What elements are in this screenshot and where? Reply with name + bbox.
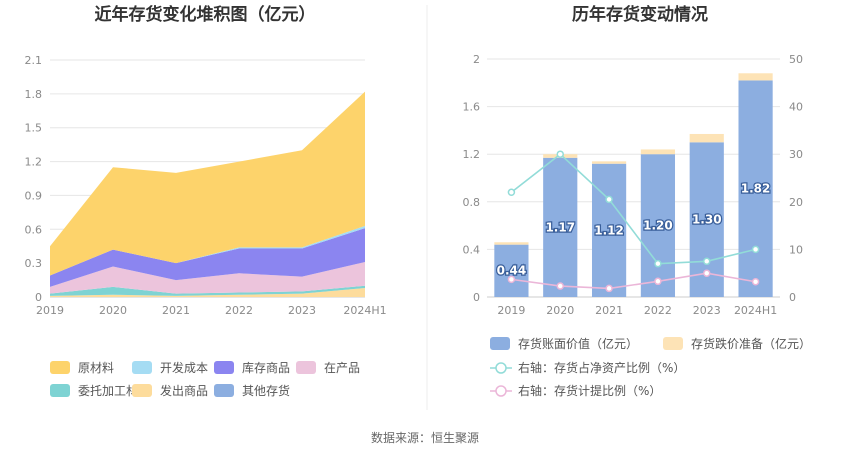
legend-label: 其他存货 [242,383,290,398]
bar-data-label: 1.20 [643,219,673,233]
bar-provision [689,133,724,143]
y-tick-label: 0.3 [25,257,43,270]
y-tick-label: 1.5 [25,122,43,135]
bar-book-value [543,157,578,297]
legend-swatch [132,361,152,374]
right-chart-title: 历年存货变动情况 [572,4,708,25]
bar-data-label: 1.12 [594,223,624,237]
x-tick-label: 2022 [644,304,672,317]
x-tick-label: 2020 [99,304,127,317]
x-tick-label: 2022 [225,304,253,317]
y-tick-label: 1.6 [463,101,481,114]
x-tick-label: 2021 [595,304,623,317]
y-tick-label: 0.9 [25,189,43,202]
line-point [605,284,613,293]
line-point [703,257,711,266]
legend-swatch [50,361,70,374]
line-point [751,278,760,286]
y-tick-label: 0.8 [463,196,481,209]
legend-label: 开发成本 [160,360,208,375]
area-series [50,285,365,296]
line-point [703,269,711,277]
y-tick-label: 0.6 [25,223,43,236]
bar-provision [591,161,627,164]
x-tick-label: 2023 [288,304,316,317]
line-point [654,277,662,286]
line-point [556,150,564,158]
line-series [511,272,756,290]
line-series [510,153,756,265]
bar-book-value [591,163,627,297]
bar-book-value [494,244,529,297]
legend-label: 发出商品 [160,383,208,398]
data-source: 数据来源：恒生聚源 [370,431,479,445]
x-tick-label: 2024H1 [343,304,386,317]
y-tick-label: 0 [473,291,480,304]
y-tick-label: 0 [35,291,42,304]
y-tick-label: 0.4 [463,243,481,256]
x-tick-label: 2024H1 [734,304,777,317]
y-tick-label: 1.8 [25,88,43,101]
area-series [50,287,365,297]
bar-book-value [640,154,676,297]
y2-tick-label: 40 [789,101,803,114]
legend-label: 原材料 [78,361,114,375]
x-tick-label: 2019 [497,304,525,317]
legend-label: 存货账面价值（亿元） [518,336,638,351]
area-series [50,228,365,287]
chart-canvas: 近年存货变化堆积图（亿元） 历年存货变动情况 0 0.3 0.6 0.9 1.2 1.5 1… [25,4,811,410]
x-tick-label: 2020 [546,304,574,317]
legend-swatch [490,337,510,350]
x-tick-label: 2021 [162,304,190,317]
legend-marker [495,362,507,374]
legend-marker [495,385,507,397]
legend-label: 右轴：存货计提比例（%） [518,383,661,398]
line-point [751,245,760,254]
line-point [556,282,564,290]
area-series [50,91,365,276]
bar-provision [640,149,676,155]
line-point [507,188,516,197]
y-tick-label: 2.1 [25,54,43,67]
y2-tick-label: 20 [789,196,803,209]
bar-data-label: 1.17 [545,220,575,234]
line-point [507,275,516,284]
line-point [654,259,662,268]
bar-data-label: 0.44 [497,264,527,278]
left-chart-title: 近年存货变化堆积图（亿元） [95,4,316,25]
legend-label: 在产品 [324,361,360,375]
y2-tick-label: 10 [789,243,803,256]
x-tick-label: 2023 [693,304,721,317]
legend-swatch [296,361,316,374]
legend-label: 库存商品 [242,360,290,375]
legend-swatch [132,384,152,397]
bar-data-label: 1.82 [741,182,771,196]
legend-label: 存货跌价准备（亿元） [691,336,811,351]
bar-provision [738,73,773,81]
right-legend: 存货账面价值（亿元） 存货跌价准备（亿元） 右轴：存货占净资产比例（%） 右轴：存货计… [490,336,811,398]
left-stacked-area-chart: 0 0.3 0.6 0.9 1.2 1.5 1.8 2.1 2019 2020 2021 2022 20… [25,54,387,317]
legend-swatch [214,361,234,374]
y2-tick-label: 30 [789,148,803,161]
y2-tick-label: 0 [789,291,796,304]
y-tick-label: 1.2 [25,156,43,169]
line-point [605,195,613,204]
x-tick-label: 2019 [36,304,64,317]
legend-label: 右轴：存货占净资产比例（%） [518,360,685,375]
legend-swatch [50,384,70,397]
y2-tick-label: 50 [789,53,803,66]
bar-provision [494,242,529,245]
area-series [50,262,365,294]
y-tick-label: 1.2 [463,148,481,161]
legend-swatch [663,337,683,350]
bar-data-label: 1.30 [692,213,722,227]
y-tick-label: 2 [473,53,480,66]
bar-book-value [738,80,773,297]
legend-swatch [214,384,234,397]
